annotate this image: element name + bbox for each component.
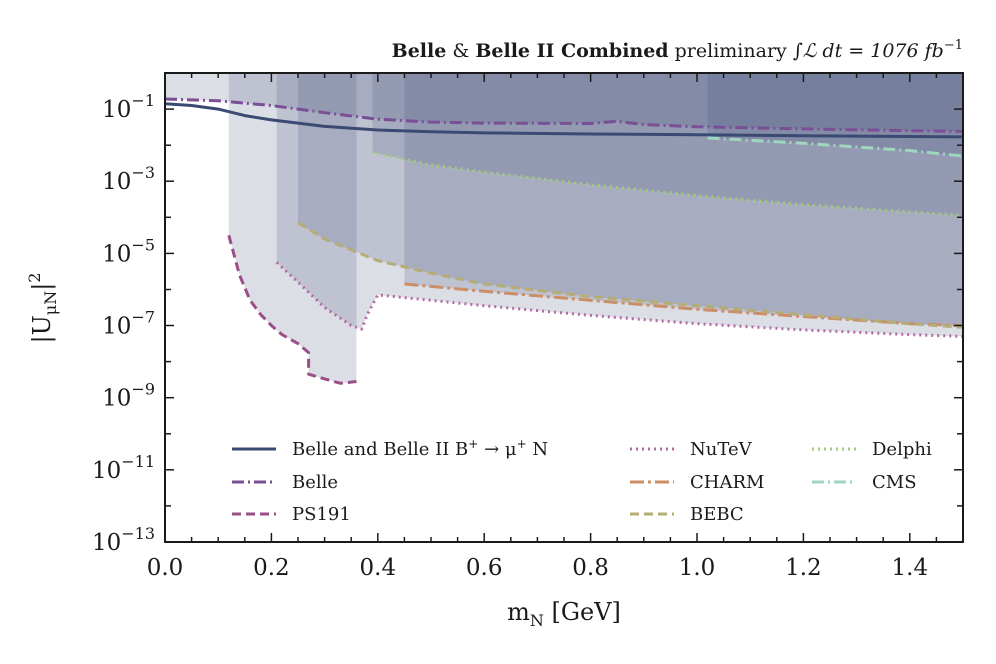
series-line-belle xyxy=(165,97,963,133)
x-tick-label: 0.4 xyxy=(360,555,397,581)
x-tick-label: 0.8 xyxy=(572,555,609,581)
x-axis-label: mN [GeV] xyxy=(507,598,621,630)
y-tick-label: 10−13 xyxy=(92,524,155,556)
x-tick-label: 0.6 xyxy=(466,555,503,581)
series-lines xyxy=(165,97,963,385)
series-line-bebc xyxy=(297,221,963,329)
legend-label-belle2: Belle and Belle II B+ → μ+ N xyxy=(292,437,548,460)
y-label-pre: |U xyxy=(28,315,57,343)
legend-entry-ps191: PS191 xyxy=(232,504,351,525)
x-label-sub: N xyxy=(530,611,544,630)
legend-label-cms: CMS xyxy=(872,472,917,493)
y-tick-label: 10−1 xyxy=(102,91,155,123)
legend-entry-nutev: NuTeV xyxy=(630,439,753,460)
y-tick-label: 10−3 xyxy=(102,163,155,195)
series-line-belle2 xyxy=(165,102,963,139)
region-ps191 xyxy=(228,73,357,384)
title-belle: Belle xyxy=(392,40,447,62)
legend: Belle and Belle II B+ → μ+ N Belle PS191… xyxy=(232,437,932,525)
title-amp: & xyxy=(452,40,469,62)
series-line-cms xyxy=(707,136,963,158)
legend-entry-delphi: Delphi xyxy=(812,439,932,460)
region-nutev xyxy=(276,73,963,337)
x-tick-label: 1.0 xyxy=(679,555,716,581)
legend-label-ps191: PS191 xyxy=(292,504,351,525)
y-axis-label: |UμN|2 xyxy=(25,273,60,344)
region-delphi xyxy=(372,73,963,216)
y-label-sub: μN xyxy=(41,291,60,315)
legend-entry-belle2: Belle and Belle II B+ → μ+ N xyxy=(232,437,548,460)
y-label-post: | xyxy=(28,283,57,291)
x-label-base: m xyxy=(507,598,530,626)
series-line-delphi xyxy=(372,150,963,217)
y-tick-label: 10−5 xyxy=(102,235,155,267)
series-line-ps191 xyxy=(227,234,357,385)
x-tick-label: 1.2 xyxy=(785,555,822,581)
title-preliminary: preliminary xyxy=(675,40,787,62)
y-tick-label: 10−11 xyxy=(92,452,155,484)
x-label-unit: [GeV] xyxy=(544,598,621,626)
y-tick-label: 10−9 xyxy=(102,380,155,412)
legend-entry-cms: CMS xyxy=(812,472,917,493)
legend-label-delphi: Delphi xyxy=(872,439,932,460)
x-tick-label: 0.2 xyxy=(253,555,290,581)
legend-entry-charm: CHARM xyxy=(630,472,764,493)
y-axis: 10−1 10−3 10−5 10−7 10−9 10−11 10−13 xyxy=(92,72,963,556)
title-luminosity: ∫ℒ dt = 1076 fb xyxy=(793,40,944,62)
y-tick-label: 10−7 xyxy=(102,308,155,340)
legend-label-nutev: NuTeV xyxy=(690,439,753,460)
legend-label-belle: Belle xyxy=(292,472,338,493)
x-axis: 0.0 0.2 0.4 0.6 0.8 1.0 1.2 1.4 xyxy=(147,73,964,581)
legend-entry-bebc: BEBC xyxy=(630,504,744,525)
legend-label-bebc: BEBC xyxy=(690,504,744,525)
x-tick-label: 0.0 xyxy=(147,555,184,581)
title-belle-ii: Belle II Combined xyxy=(475,40,668,62)
legend-entry-belle: Belle xyxy=(232,472,338,493)
series-line-charm xyxy=(404,282,963,327)
title-lumi-exponent: −1 xyxy=(944,38,963,53)
x-tick-label: 1.4 xyxy=(892,555,929,581)
y-label-sup: 2 xyxy=(25,273,44,283)
chart-title: Belle & Belle II Combined preliminary ∫ℒ… xyxy=(392,38,963,62)
legend-label-charm: CHARM xyxy=(690,472,764,493)
